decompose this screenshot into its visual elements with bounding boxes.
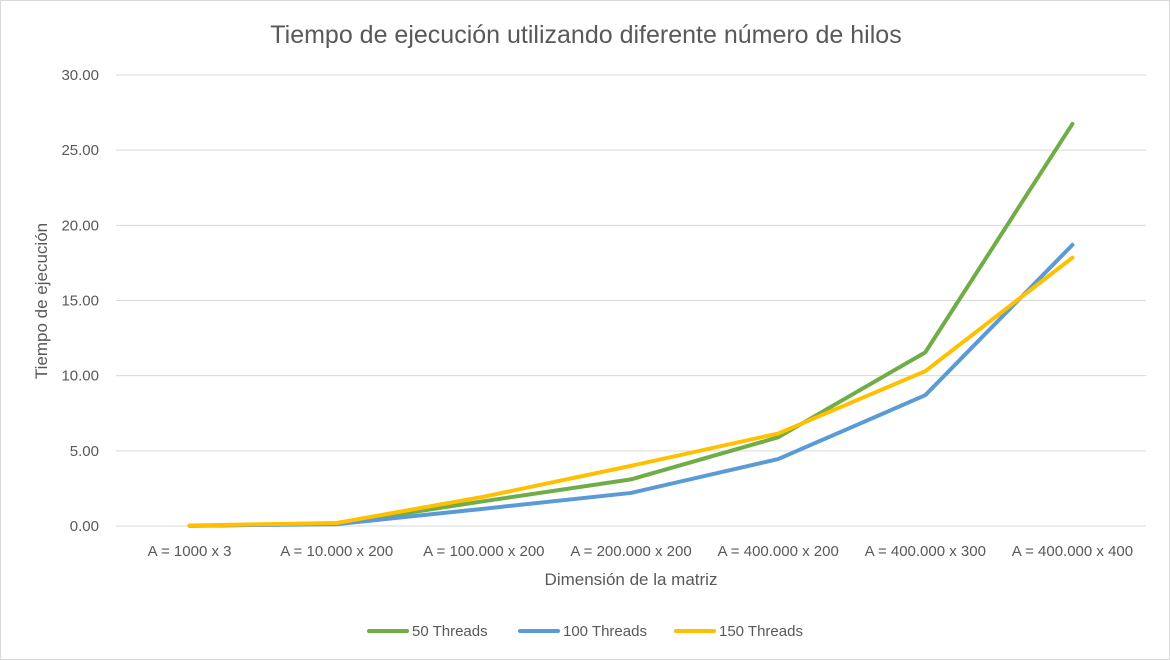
x-tick-label: A = 400.000 x 300	[865, 543, 986, 560]
legend: 50 Threads 100 Threads 150 Threads	[367, 623, 803, 640]
series-line-100-threads	[187, 242, 1075, 528]
series-line-150-threads	[187, 255, 1075, 528]
x-tick-label: A = 100.000 x 200	[423, 543, 544, 560]
x-tick-label: A = 10.000 x 200	[280, 543, 393, 560]
y-tick-label: 25.00	[61, 142, 99, 159]
y-tick-label: 30.00	[61, 67, 99, 84]
x-tick-label: A = 1000 x 3	[148, 543, 232, 560]
y-axis-title: Tiempo de ejecución	[32, 223, 51, 379]
chart-title: Tiempo de ejecución utilizando diferente…	[270, 21, 901, 49]
y-tick-label: 20.00	[61, 217, 99, 234]
x-axis-tick-labels: A = 1000 x 3 A = 10.000 x 200 A = 100.000 …	[148, 543, 1133, 560]
y-axis-tick-labels: 0.00 5.00 10.00 15.00 20.00 25.00 30.00	[61, 67, 99, 535]
x-axis-title: Dimensión de la matriz	[545, 570, 718, 589]
legend-label-50-threads: 50 Threads	[412, 623, 488, 640]
gridlines	[116, 74, 1146, 527]
series-lines	[187, 121, 1075, 528]
y-tick-label: 15.00	[61, 293, 99, 310]
legend-label-100-threads: 100 Threads	[563, 623, 647, 640]
y-tick-label: 5.00	[70, 443, 99, 460]
y-tick-label: 0.00	[70, 518, 99, 535]
legend-label-150-threads: 150 Threads	[719, 623, 803, 640]
y-tick-label: 10.00	[61, 368, 99, 385]
x-tick-label: A = 400.000 x 400	[1012, 543, 1133, 560]
x-tick-label: A = 200.000 x 200	[570, 543, 691, 560]
x-tick-label: A = 400.000 x 200	[717, 543, 838, 560]
